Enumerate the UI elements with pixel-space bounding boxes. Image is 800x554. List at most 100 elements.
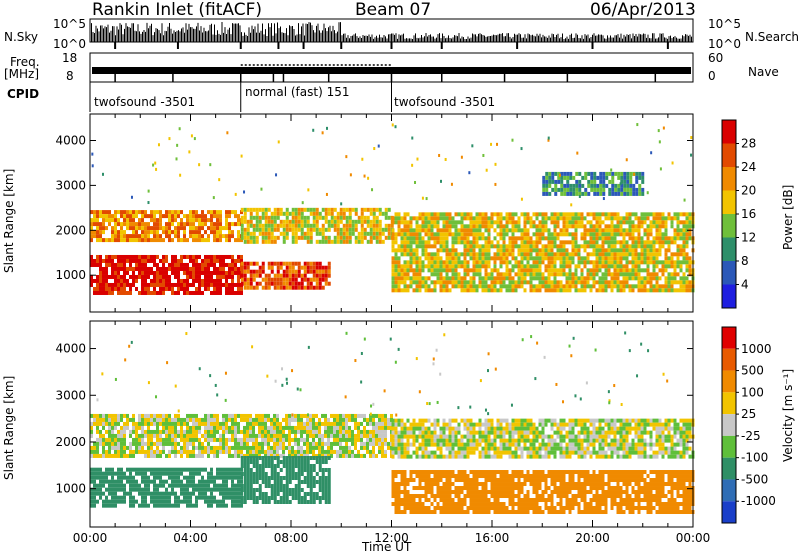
heatmap-cell: [138, 266, 141, 271]
heatmap-cell: [285, 459, 289, 464]
heatmap-cell: [102, 483, 105, 488]
heatmap-cell: [141, 417, 144, 422]
heatmap-cell: [159, 441, 162, 446]
heatmap-cell: [228, 417, 231, 422]
heatmap-cell: [327, 273, 331, 278]
heatmap-cell: [469, 220, 473, 225]
heatmap-cell: [204, 222, 207, 227]
heatmap-cell: [333, 223, 337, 228]
xaxis-label: Time UT: [362, 540, 412, 554]
heatmap-cell: [276, 479, 280, 484]
heatmap-cell: [279, 273, 283, 278]
heatmap-cell: [652, 224, 656, 229]
heatmap-cell: [321, 445, 324, 450]
heatmap-cell: [132, 254, 135, 259]
heatmap-cell: [372, 417, 375, 422]
heatmap-cell: [303, 499, 307, 504]
heatmap-cell: [472, 284, 476, 289]
heatmap-cell: [219, 274, 222, 279]
heatmap-cell: [595, 224, 599, 229]
heatmap-cell: [578, 191, 582, 196]
heatmap-cell: [216, 437, 219, 442]
heatmap-cell: [297, 413, 300, 418]
heatmap-cell: [306, 475, 310, 480]
heatmap-cell: [496, 216, 500, 221]
heatmap-cell: [673, 280, 677, 285]
heatmap-cell: [108, 471, 111, 476]
heatmap-cell: [240, 273, 244, 278]
heatmap-cell: [171, 449, 174, 454]
heatmap-cell: [126, 475, 129, 480]
heatmap-cell: [171, 270, 174, 275]
heatmap-cell: [156, 290, 159, 295]
heatmap-cell: [345, 453, 348, 458]
heatmap-cell: [129, 417, 132, 422]
heatmap-cell: [682, 220, 686, 225]
heatmap-cell: [535, 252, 539, 257]
heatmap-cell: [568, 256, 572, 261]
heatmap-cell: [117, 218, 120, 223]
heatmap-cell: [273, 239, 277, 244]
heatmap-cell: [496, 248, 500, 253]
heatmap-cell: [611, 191, 615, 196]
heatmap-cell: [577, 252, 581, 257]
heatmap-cell: [664, 232, 668, 237]
heatmap-cell: [688, 232, 692, 237]
heatmap-cell: [339, 235, 343, 240]
heatmap-cell: [300, 215, 304, 220]
heatmap-cell: [451, 272, 455, 277]
heatmap-cell: [387, 445, 390, 450]
heatmap-cell: [351, 231, 355, 236]
heatmap-cell: [511, 276, 515, 281]
heatmap-cell: [610, 260, 614, 265]
heatmap-cell: [282, 281, 286, 286]
heatmap-cell: [400, 264, 404, 269]
heatmap-cell: [141, 290, 144, 295]
heatmap-cell: [330, 433, 333, 438]
heatmap-cell: [433, 240, 437, 245]
heatmap-cell: [348, 445, 351, 450]
heatmap-cell: [93, 503, 96, 508]
heatmap-cell: [454, 280, 458, 285]
heatmap-cell: [120, 286, 123, 291]
heatmap-cell: [264, 479, 268, 484]
heatmap-cell: [596, 191, 600, 196]
heatmap-cell: [613, 240, 617, 245]
heatmap-cell: [255, 433, 258, 438]
heatmap-cell: [397, 220, 401, 225]
heatmap-cell: [607, 232, 611, 237]
heatmap-cell: [93, 467, 96, 472]
heatmap-cell: [502, 272, 506, 277]
heatmap-cell: [589, 252, 593, 257]
heatmap-cell: [643, 288, 647, 293]
heatmap-cell: [375, 429, 378, 434]
heatmap-cell: [619, 264, 623, 269]
heatmap-cell: [285, 491, 289, 496]
heatmap-cell: [153, 254, 156, 259]
heatmap-cell: [285, 265, 289, 270]
heatmap-cell: [282, 425, 285, 430]
heatmap-cell: [321, 491, 325, 496]
heatmap-cell: [409, 256, 413, 261]
heatmap-cell: [240, 455, 244, 460]
heatmap-cell: [90, 479, 93, 484]
heatmap-cell: [397, 502, 401, 507]
heatmap-cell: [180, 453, 183, 458]
heatmap-cell: [288, 223, 292, 228]
heatmap-cell: [688, 288, 692, 293]
heatmap-cell: [384, 207, 388, 212]
heatmap-cell: [144, 449, 147, 454]
heatmap-cell: [180, 258, 183, 263]
heatmap-cell: [463, 272, 467, 277]
heatmap-cell: [532, 256, 536, 261]
heatmap-cell: [318, 281, 322, 286]
heatmap-cell: [105, 437, 108, 442]
heatmap-cell: [475, 256, 479, 261]
heatmap-cell: [412, 248, 416, 253]
heatmap-cell: [655, 264, 659, 269]
heatmap-cell: [282, 495, 286, 500]
heatmap-cell: [631, 232, 635, 237]
heatmap-cell: [159, 282, 162, 287]
heatmap-cell: [466, 272, 470, 277]
heatmap-cell: [508, 260, 512, 265]
